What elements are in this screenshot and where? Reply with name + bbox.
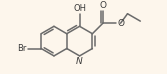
Text: Br: Br	[18, 44, 27, 53]
Text: O: O	[117, 19, 124, 28]
Text: O: O	[99, 1, 106, 10]
Text: N: N	[76, 57, 83, 66]
Text: OH: OH	[73, 4, 86, 13]
